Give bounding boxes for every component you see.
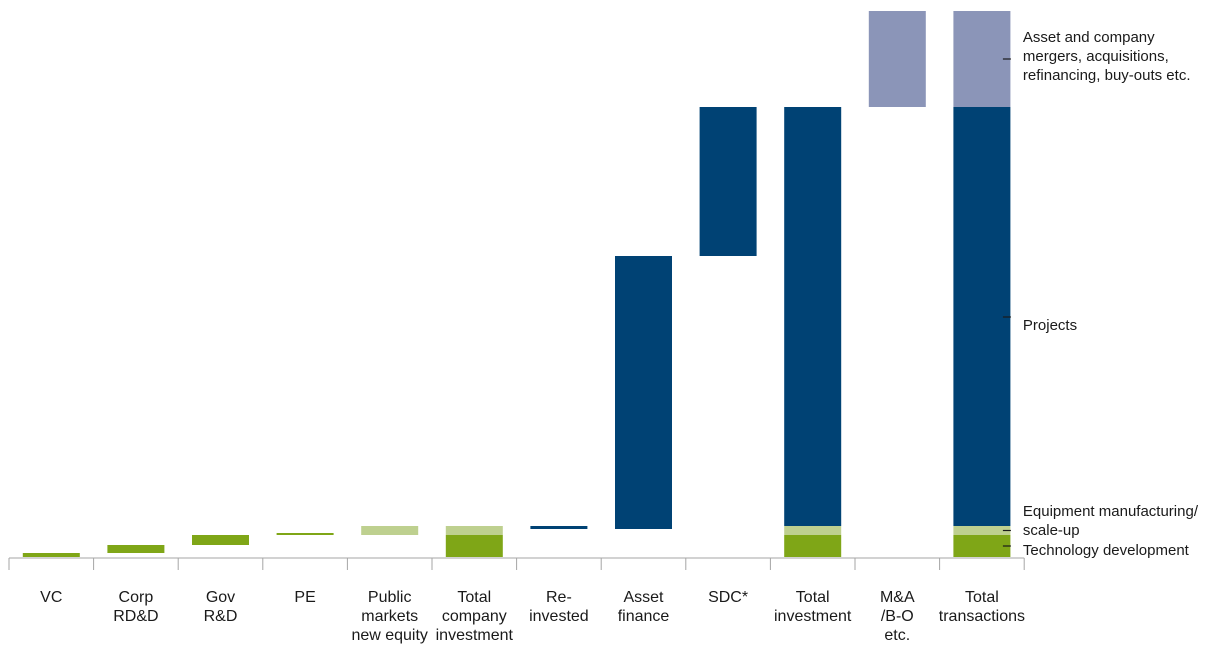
bar-segment-projects [953, 107, 1011, 526]
x-axis [8, 557, 1025, 570]
category-label: Corp RD&D [113, 589, 158, 625]
bar-segment-technology [276, 533, 334, 535]
bar-11 [953, 11, 1011, 557]
bar-segment-projects [784, 107, 842, 526]
annotation-manufacturing: Equipment manufacturing/scale-up [1023, 503, 1199, 539]
bar-segment-technology [107, 545, 165, 553]
bar-5 [445, 526, 503, 557]
category-label: Public markets new equity [351, 589, 428, 644]
category-label: M&A/B-O etc. [880, 589, 915, 644]
annotation-line: refinancing, buy-outs etc. [1023, 67, 1191, 84]
category-label-line: Gov [206, 589, 235, 606]
bar-10 [868, 11, 926, 107]
category-label: Re-invested [529, 589, 589, 625]
bar-3 [276, 533, 334, 535]
bar-segment-technology [784, 535, 842, 557]
annotation-mergers: Asset and company mergers, acquisitions, r… [1023, 29, 1191, 84]
category-label-line: etc. [884, 627, 910, 644]
bar-segment-projects [699, 107, 757, 256]
bar-segment-technology [445, 535, 503, 557]
bar-6 [530, 526, 588, 529]
bar-segment-manufacturing [361, 526, 419, 535]
category-label-line: Corp [119, 589, 154, 606]
category-label-line: Re- [546, 589, 572, 606]
category-label-line: RD&D [113, 608, 158, 625]
bar-segment-manufacturing [784, 526, 842, 535]
annotation-line: Technology development [1023, 542, 1190, 559]
bar-2 [192, 535, 249, 545]
bar-1 [107, 545, 165, 553]
category-label: Total company investment [436, 589, 514, 644]
category-label-line: VC [40, 589, 62, 606]
category-label-line: finance [618, 608, 670, 625]
category-label-line: invested [529, 608, 589, 625]
bar-4 [361, 526, 419, 535]
bar-9 [784, 107, 842, 557]
category-label-line: company [442, 608, 507, 625]
category-label-line: Public [368, 589, 412, 606]
annotation-technology: Technology development [1023, 542, 1190, 559]
bars-layer [22, 11, 1011, 557]
category-label-line: R&D [204, 608, 238, 625]
category-labels: VC Corp RD&D Gov R&D PE Public markets new equit… [40, 589, 1025, 644]
category-label-line: Total [965, 589, 999, 606]
category-label-line: PE [294, 589, 315, 606]
category-label-line: Asset [623, 589, 664, 606]
category-label: Asset finance [618, 589, 670, 625]
category-label-line: investment [774, 608, 852, 625]
category-label-line: /B-O [881, 608, 914, 625]
category-label: VC [40, 589, 62, 606]
category-label-line: SDC* [708, 589, 748, 606]
category-label-line: Total [796, 589, 830, 606]
category-label: Gov R&D [204, 589, 238, 625]
annotation-projects: Projects [1023, 317, 1077, 334]
category-label: Total transactions [939, 589, 1025, 625]
category-label-line: Total [457, 589, 491, 606]
bar-segment-manufacturing [445, 526, 503, 535]
category-label-line: new equity [351, 627, 428, 644]
category-label: SDC* [708, 589, 748, 606]
category-label-line: investment [436, 627, 514, 644]
bar-segment-mergers [868, 11, 926, 107]
bar-segment-technology [953, 535, 1011, 557]
bar-segment-projects [615, 256, 672, 529]
bar-0 [22, 553, 80, 557]
bar-segment-technology [22, 553, 80, 557]
annotation-line: Asset and company [1023, 29, 1155, 46]
category-label-line: transactions [939, 608, 1025, 625]
bar-7 [615, 256, 672, 529]
bar-segment-technology [192, 535, 249, 545]
annotation-line: Projects [1023, 317, 1077, 334]
annotation-line: scale-up [1023, 522, 1080, 539]
bar-segment-projects [530, 526, 588, 529]
category-label-line: markets [361, 608, 418, 625]
bar-segment-manufacturing [953, 526, 1011, 535]
bar-8 [699, 107, 757, 256]
bar-segment-mergers [953, 11, 1011, 107]
category-label: Total investment [774, 589, 852, 625]
category-label: PE [294, 589, 315, 606]
annotation-line: mergers, acquisitions, [1023, 48, 1169, 65]
category-label-line: M&A [880, 589, 915, 606]
annotation-line: Equipment manufacturing/ [1023, 503, 1199, 520]
segment-annotations: Asset and company mergers, acquisitions, r… [1002, 29, 1199, 559]
